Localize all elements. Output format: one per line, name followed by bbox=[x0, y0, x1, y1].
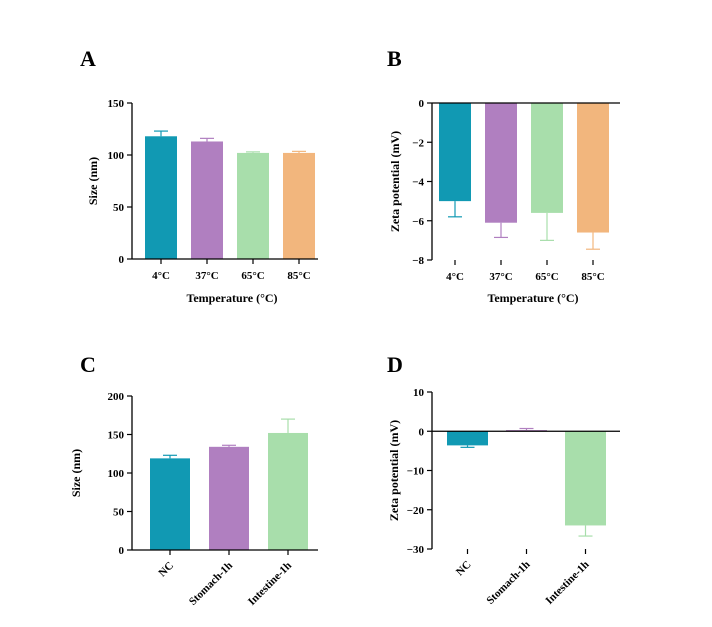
chart-panel-c: C 0 50 100 150 200 NC Stomach-1h Intestine-1h Siz… bbox=[69, 352, 318, 608]
bar-1 bbox=[150, 458, 190, 550]
bar-3 bbox=[565, 431, 606, 526]
x-tick-label: Stomach-1h bbox=[484, 559, 532, 607]
y-tick-label: 50 bbox=[113, 202, 125, 214]
bar-1 bbox=[145, 136, 177, 259]
y-tick-label: −4 bbox=[412, 177, 424, 189]
x-axis-title: Temperature (°C) bbox=[186, 291, 277, 305]
y-tick-label: 0 bbox=[419, 426, 425, 438]
x-tick-label: 65°C bbox=[535, 271, 558, 283]
y-tick-label: −2 bbox=[412, 137, 424, 149]
panel-letter: B bbox=[387, 46, 402, 71]
y-tick-label: −10 bbox=[407, 466, 425, 478]
x-tick-label: Intestine-1h bbox=[543, 559, 591, 607]
panel-letter: C bbox=[80, 352, 96, 377]
bar-1 bbox=[447, 431, 488, 446]
y-tick-label: 150 bbox=[108, 430, 125, 442]
y-tick-label: −30 bbox=[407, 544, 425, 556]
bar-2 bbox=[485, 103, 517, 223]
y-tick-label: 0 bbox=[419, 98, 425, 110]
x-tick-label: 37°C bbox=[195, 270, 218, 282]
chart-panel-d: D 10 0 −10 −20 −30 NC Stomach-1h Intestine-1h Zet… bbox=[387, 352, 620, 607]
x-tick-label: Intestine-1h bbox=[246, 560, 294, 608]
y-tick-label: 100 bbox=[108, 150, 125, 162]
bar-3 bbox=[237, 152, 269, 259]
y-axis-title: Size (nm) bbox=[69, 449, 83, 497]
x-tick-label: 85°C bbox=[581, 271, 604, 283]
chart-panel-a: A 0 50 100 150 4°C 37°C 65°C 85°C Size (nm) Temper… bbox=[80, 46, 318, 305]
panel-letter: A bbox=[80, 46, 96, 71]
y-tick-label: 150 bbox=[108, 98, 125, 110]
x-tick-label: 4°C bbox=[446, 271, 464, 283]
bar-4 bbox=[283, 152, 315, 259]
y-tick-label: −20 bbox=[407, 505, 425, 517]
y-axis-title: Zeta potential (mV) bbox=[388, 131, 402, 232]
x-tick-label: 4°C bbox=[152, 270, 170, 282]
y-tick-label: 0 bbox=[119, 545, 125, 557]
x-tick-label: 65°C bbox=[241, 270, 264, 282]
bar-3 bbox=[531, 103, 563, 213]
y-axis-title: Zeta potential (mV) bbox=[387, 420, 401, 521]
bar-1 bbox=[439, 103, 471, 202]
x-tick-label: 85°C bbox=[287, 270, 310, 282]
chart-panel-b: B 0 −2 −4 −6 −8 4°C 37°C 65°C 85°C Zeta potential … bbox=[387, 46, 620, 305]
y-tick-label: 50 bbox=[113, 507, 125, 519]
x-tick-label: 37°C bbox=[489, 271, 512, 283]
y-tick-label: −8 bbox=[412, 255, 424, 267]
x-axis-title: Temperature (°C) bbox=[487, 291, 578, 305]
bar-2 bbox=[209, 446, 249, 550]
x-tick-label: Stomach-1h bbox=[187, 560, 235, 608]
x-tick-label: NC bbox=[454, 559, 474, 579]
x-tick-label: NC bbox=[156, 560, 176, 580]
y-tick-label: 0 bbox=[119, 254, 125, 266]
bar-4 bbox=[577, 103, 609, 233]
y-tick-label: −6 bbox=[412, 216, 424, 228]
bar-3 bbox=[268, 432, 308, 550]
y-tick-label: 100 bbox=[108, 468, 125, 480]
y-tick-label: 10 bbox=[413, 387, 425, 399]
y-axis-title: Size (nm) bbox=[86, 157, 100, 205]
bar-2 bbox=[191, 141, 223, 259]
panel-letter: D bbox=[387, 352, 403, 377]
y-tick-label: 200 bbox=[108, 391, 125, 403]
